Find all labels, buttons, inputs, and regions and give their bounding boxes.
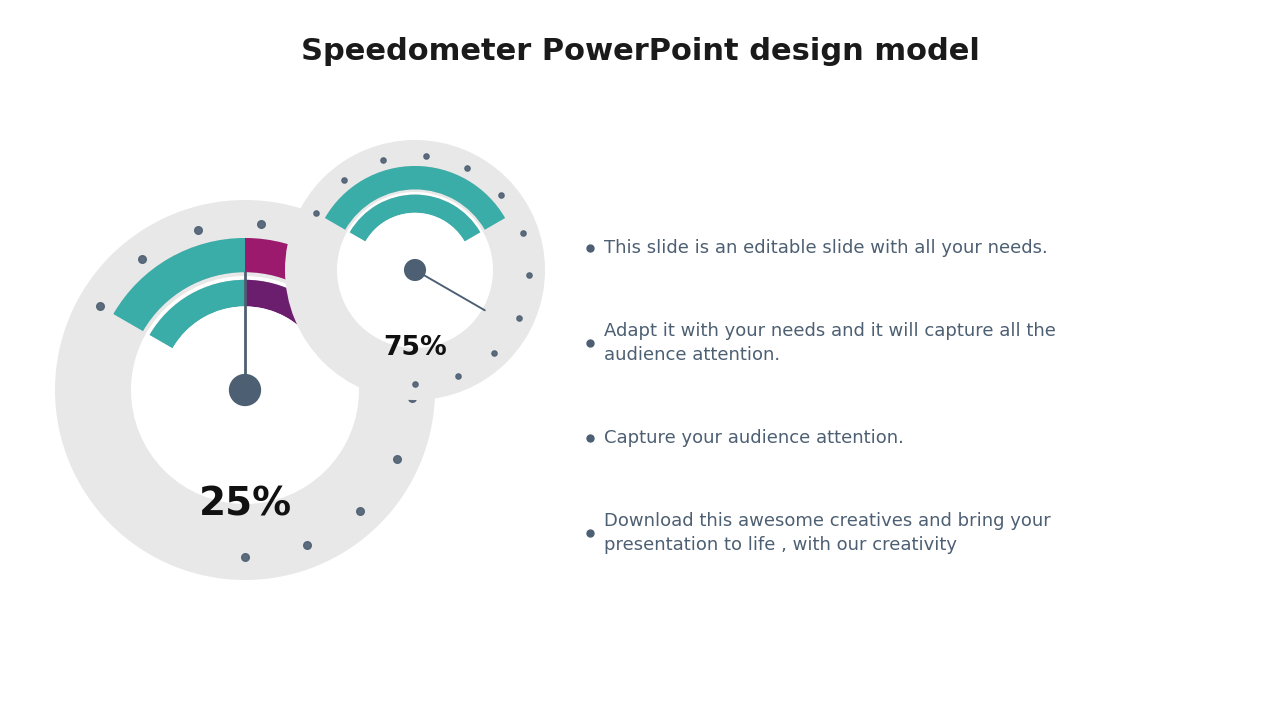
Text: 25%: 25%: [198, 485, 292, 523]
Wedge shape: [349, 194, 480, 241]
Wedge shape: [114, 238, 376, 331]
Text: This slide is an editable slide with all your needs.: This slide is an editable slide with all…: [604, 239, 1048, 257]
Circle shape: [229, 374, 261, 406]
Wedge shape: [244, 238, 376, 331]
Circle shape: [131, 276, 358, 504]
Wedge shape: [150, 280, 244, 348]
Circle shape: [285, 140, 545, 400]
Wedge shape: [114, 238, 244, 331]
Wedge shape: [244, 280, 340, 348]
Circle shape: [358, 213, 472, 327]
Circle shape: [161, 307, 329, 474]
Text: 75%: 75%: [383, 335, 447, 361]
Wedge shape: [349, 194, 480, 241]
Circle shape: [337, 192, 493, 348]
Wedge shape: [325, 166, 506, 230]
Circle shape: [404, 259, 426, 281]
Text: Speedometer PowerPoint design model: Speedometer PowerPoint design model: [301, 37, 979, 66]
Wedge shape: [150, 280, 340, 348]
Text: Adapt it with your needs and it will capture all the
audience attention.: Adapt it with your needs and it will cap…: [604, 322, 1056, 364]
Text: Download this awesome creatives and bring your
presentation to life , with our c: Download this awesome creatives and brin…: [604, 511, 1051, 554]
Circle shape: [55, 200, 435, 580]
Wedge shape: [325, 166, 506, 230]
Text: Capture your audience attention.: Capture your audience attention.: [604, 429, 904, 447]
